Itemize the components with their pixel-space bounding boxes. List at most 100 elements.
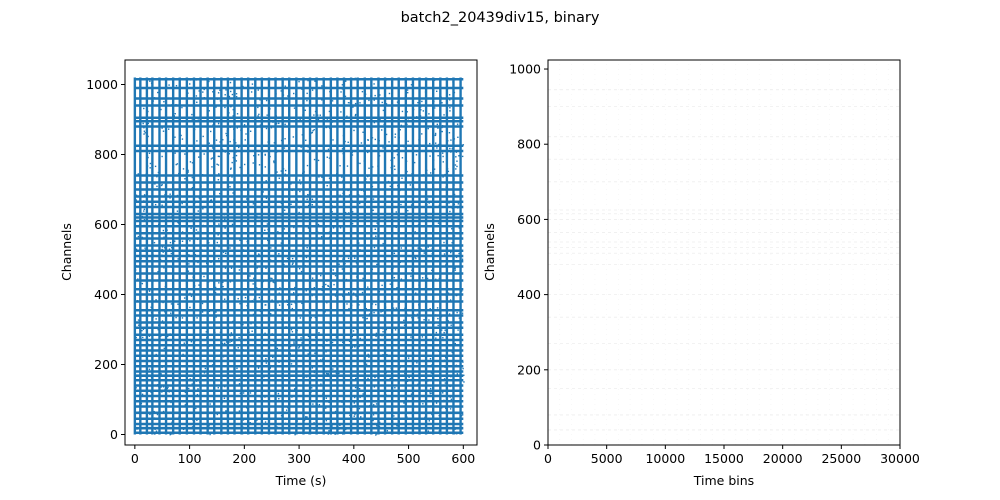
raster-spike-dot bbox=[330, 260, 332, 263]
raster-spike-dot bbox=[313, 370, 316, 372]
raster-spike-dot bbox=[144, 132, 146, 134]
raster-spike-dot bbox=[412, 353, 415, 355]
raster-spike-dot bbox=[215, 395, 218, 397]
raster-spike-dot bbox=[320, 383, 322, 385]
raster-spike-dot bbox=[372, 419, 374, 422]
raster-spike-dot bbox=[424, 287, 426, 290]
raster-spike-dot bbox=[143, 127, 145, 129]
raster-spike-dot bbox=[181, 317, 184, 319]
raster-spike-dot bbox=[398, 263, 401, 265]
raster-spike-dot bbox=[164, 311, 166, 313]
raster-spike-dot bbox=[456, 354, 458, 356]
raster-spike-dot bbox=[429, 387, 432, 390]
raster-spike-dot bbox=[265, 197, 268, 199]
raster-spike-dot bbox=[364, 318, 367, 320]
raster-spike-dot bbox=[361, 90, 364, 93]
raster-spike-dot bbox=[142, 336, 144, 339]
raster-spike-dot bbox=[171, 421, 173, 424]
raster-spike-dot bbox=[141, 329, 143, 332]
raster-spike-dot bbox=[181, 202, 183, 205]
raster-spike-dot bbox=[285, 326, 287, 328]
raster-spike-dot bbox=[195, 79, 198, 81]
raster-spike-dot bbox=[461, 155, 464, 158]
raster-spike-dot bbox=[239, 303, 241, 305]
raster-spike-dot bbox=[270, 205, 272, 208]
raster-spike-dot bbox=[431, 413, 433, 416]
raster-spike-dot bbox=[447, 292, 450, 294]
raster-spike-dot bbox=[448, 349, 451, 352]
raster-spike-dot bbox=[214, 286, 217, 289]
raster-spike-dot bbox=[339, 194, 341, 196]
raster-spike-dot bbox=[368, 313, 371, 315]
raster-spike-dot bbox=[401, 121, 404, 123]
raster-spike-dot bbox=[453, 178, 455, 180]
raster-spike-dot bbox=[248, 431, 250, 434]
raster-spike-dot bbox=[425, 127, 427, 129]
raster-spike-dot bbox=[310, 287, 313, 290]
raster-spike-dot bbox=[175, 163, 177, 166]
raster-spike-dot bbox=[376, 216, 378, 219]
raster-spike-dot bbox=[154, 165, 157, 168]
raster-spike-dot bbox=[242, 265, 244, 268]
raster-spike-dot bbox=[417, 224, 420, 226]
raster-spike-dot bbox=[336, 291, 339, 293]
raster-spike-dot bbox=[385, 133, 388, 136]
raster-spike-dot bbox=[406, 215, 408, 217]
raster-spike-dot bbox=[284, 422, 287, 425]
raster-spike-dot bbox=[164, 193, 166, 196]
raster-spike-dot bbox=[435, 331, 438, 334]
raster-spike-dot bbox=[208, 242, 210, 244]
raster-spike-dot bbox=[313, 422, 315, 424]
raster-spike-dot bbox=[290, 359, 292, 361]
raster-spike-dot bbox=[376, 222, 378, 224]
raster-spike-dot bbox=[286, 301, 289, 304]
raster-spike-dot bbox=[395, 307, 398, 309]
raster-spike-dot bbox=[272, 356, 274, 359]
raster-spike-dot bbox=[351, 211, 354, 213]
raster-spike-dot bbox=[329, 87, 332, 90]
raster-spike-dot bbox=[419, 106, 422, 108]
raster-spike-dot bbox=[277, 394, 279, 397]
raster-spike-dot bbox=[332, 227, 335, 229]
raster-spike-dot bbox=[450, 151, 452, 153]
raster-spike-dot bbox=[393, 415, 395, 417]
raster-spike-dot bbox=[328, 177, 331, 179]
raster-spike-dot bbox=[231, 176, 233, 178]
raster-spike-dot bbox=[165, 276, 167, 278]
raster-spike-dot bbox=[161, 127, 163, 129]
raster-spike-dot bbox=[451, 225, 454, 227]
raster-spike-dot bbox=[226, 130, 228, 132]
raster-spike-dot bbox=[439, 109, 441, 111]
raster-spike-dot bbox=[434, 134, 437, 137]
raster-spike-dot bbox=[243, 385, 245, 387]
raster-spike-dot bbox=[334, 274, 337, 277]
raster-spike-dot bbox=[381, 310, 384, 312]
raster-spike-dot bbox=[337, 194, 339, 196]
raster-spike-dot bbox=[282, 252, 284, 254]
raster-spike-dot bbox=[282, 334, 284, 336]
raster-spike-dot bbox=[433, 107, 436, 109]
raster-spike-dot bbox=[325, 126, 327, 129]
raster-spike-dot bbox=[426, 172, 428, 175]
raster-spike-dot bbox=[170, 104, 173, 106]
raster-spike-dot bbox=[313, 287, 316, 289]
raster-spike-dot bbox=[137, 235, 140, 238]
raster-spike-dot bbox=[253, 395, 255, 397]
raster-spike-dot bbox=[408, 376, 410, 379]
raster-spike-dot bbox=[170, 312, 172, 314]
raster-spike-dot bbox=[275, 122, 278, 125]
raster-spike-dot bbox=[301, 172, 304, 174]
raster-spike-dot bbox=[385, 394, 387, 396]
raster-spike-dot bbox=[326, 156, 328, 158]
raster-spike-dot bbox=[370, 311, 373, 313]
raster-spike-dot bbox=[440, 143, 442, 146]
raster-spike-dot bbox=[444, 173, 446, 176]
raster-spike-dot bbox=[144, 249, 147, 251]
raster-spike-dot bbox=[284, 138, 286, 140]
raster-spike-dot bbox=[172, 126, 175, 128]
raster-spike-dot bbox=[214, 257, 216, 260]
raster-spike-dot bbox=[255, 338, 257, 341]
raster-spike-dot bbox=[328, 110, 331, 113]
raster-spike-dot bbox=[212, 388, 215, 391]
raster-spike-dot bbox=[451, 242, 453, 244]
